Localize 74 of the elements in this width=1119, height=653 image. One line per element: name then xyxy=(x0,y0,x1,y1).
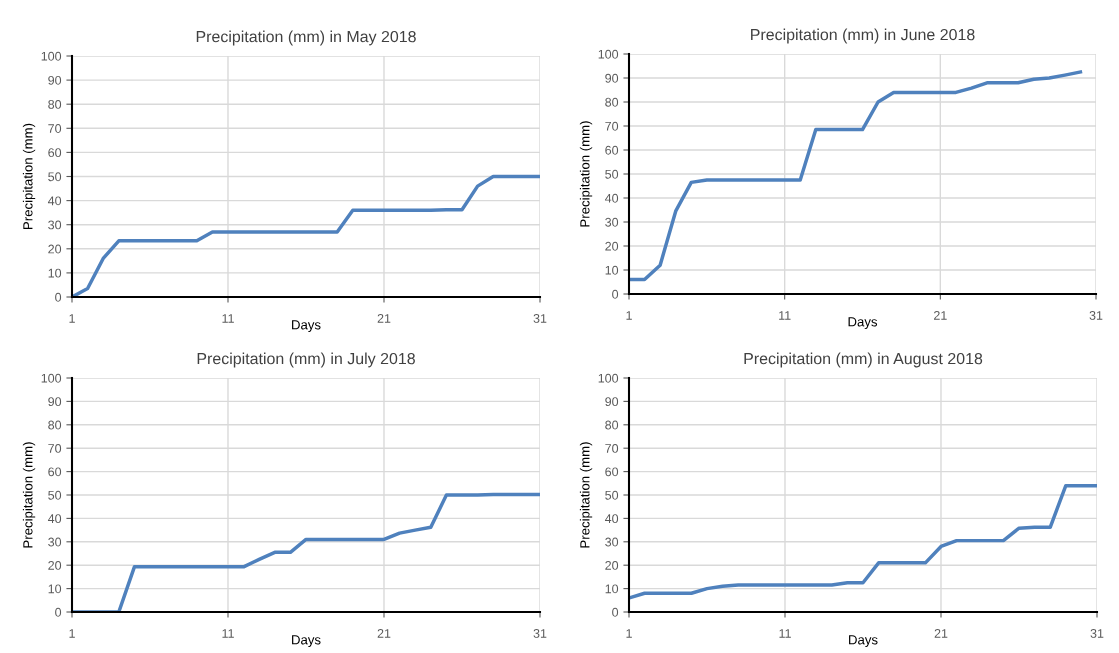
x-tick-label: 11 xyxy=(779,629,791,638)
y-tick-label: 60 xyxy=(48,467,62,477)
y-tick-label: 0 xyxy=(612,607,619,617)
y-tick-label: 0 xyxy=(612,289,619,299)
y-tick-label: 20 xyxy=(605,241,619,251)
x-tick-label: 31 xyxy=(1090,629,1104,638)
y-tick-label: 30 xyxy=(605,217,619,227)
chart-title: Precipitation (mm) in May 2018 xyxy=(196,30,416,46)
x-tick-label: 21 xyxy=(934,311,947,320)
line-series xyxy=(629,483,1097,600)
x-tick-label: 31 xyxy=(533,314,547,323)
x-tick-label: 11 xyxy=(222,314,234,323)
x-axis-title: Days xyxy=(848,317,878,330)
y-tick-label: 20 xyxy=(48,561,62,570)
y-tick-label: 10 xyxy=(605,265,619,275)
y-axis-title: Precipitation (mm) xyxy=(22,123,36,229)
x-tick-label: 1 xyxy=(69,629,75,638)
y-tick-label: 60 xyxy=(48,148,62,158)
x-tick-label: 21 xyxy=(377,629,391,638)
y-tick-label: 20 xyxy=(48,244,62,254)
x-tick-label: 21 xyxy=(934,629,948,638)
x-tick-label: 11 xyxy=(222,629,234,638)
y-tick-label: 70 xyxy=(48,444,62,453)
x-tick-label: 11 xyxy=(779,311,791,320)
y-tick-label: 30 xyxy=(48,537,62,547)
chart-title: Precipitation (mm) in June 2018 xyxy=(751,28,975,44)
y-tick-label: 30 xyxy=(48,220,62,230)
y-tick-label: 10 xyxy=(48,268,62,278)
y-axis-title: Precipitation (mm) xyxy=(579,121,593,227)
y-tick-label: 0 xyxy=(55,292,62,302)
y-tick-label: 50 xyxy=(48,490,62,500)
y-tick-label: 70 xyxy=(605,444,619,453)
y-tick-label: 10 xyxy=(48,584,62,594)
y-tick-label: 60 xyxy=(605,145,619,155)
x-tick-label: 1 xyxy=(626,311,632,320)
y-tick-label: 40 xyxy=(47,514,62,524)
y-tick-label: 90 xyxy=(48,397,62,407)
y-tick-label: 100 xyxy=(598,49,619,59)
x-tick-label: 31 xyxy=(1089,311,1103,320)
y-tick-label: 80 xyxy=(605,97,619,107)
x-tick-label: 1 xyxy=(626,629,632,638)
y-tick-label: 90 xyxy=(48,75,62,85)
y-tick-label: 100 xyxy=(41,51,62,61)
y-tick-label: 40 xyxy=(47,196,62,206)
y-tick-label: 100 xyxy=(41,373,62,383)
y-tick-label: 40 xyxy=(604,193,619,203)
y-tick-label: 90 xyxy=(605,397,619,407)
y-tick-label: 50 xyxy=(48,172,62,182)
x-axis-title: Days xyxy=(292,635,321,648)
y-tick-label: 10 xyxy=(605,584,619,594)
y-tick-label: 50 xyxy=(605,490,619,500)
y-axis-title: Precipitation (mm) xyxy=(22,442,36,548)
y-tick-label: 60 xyxy=(605,467,619,477)
x-tick-label: 21 xyxy=(377,314,391,323)
y-tick-label: 70 xyxy=(605,121,619,131)
y-tick-label: 70 xyxy=(48,124,62,133)
y-tick-label: 0 xyxy=(55,607,62,617)
x-tick-label: 1 xyxy=(69,314,75,323)
y-tick-label: 80 xyxy=(48,420,62,430)
y-tick-label: 30 xyxy=(605,537,619,547)
chart-title: Precipitation (mm) in July 2018 xyxy=(197,352,415,368)
y-tick-label: 80 xyxy=(605,420,619,430)
line-series xyxy=(629,70,1083,282)
chart-title: Precipitation (mm) in August 2018 xyxy=(744,352,983,368)
x-axis-title: Days xyxy=(849,635,878,648)
y-tick-label: 100 xyxy=(598,373,619,383)
y-tick-label: 50 xyxy=(605,169,619,179)
y-tick-label: 80 xyxy=(48,100,62,109)
y-tick-label: 90 xyxy=(605,73,619,83)
x-tick-label: 31 xyxy=(533,629,547,638)
x-axis-title: Days xyxy=(292,320,321,333)
y-tick-label: 40 xyxy=(604,514,619,524)
y-axis-title: Precipitation (mm) xyxy=(579,442,593,548)
y-tick-label: 20 xyxy=(605,561,619,570)
